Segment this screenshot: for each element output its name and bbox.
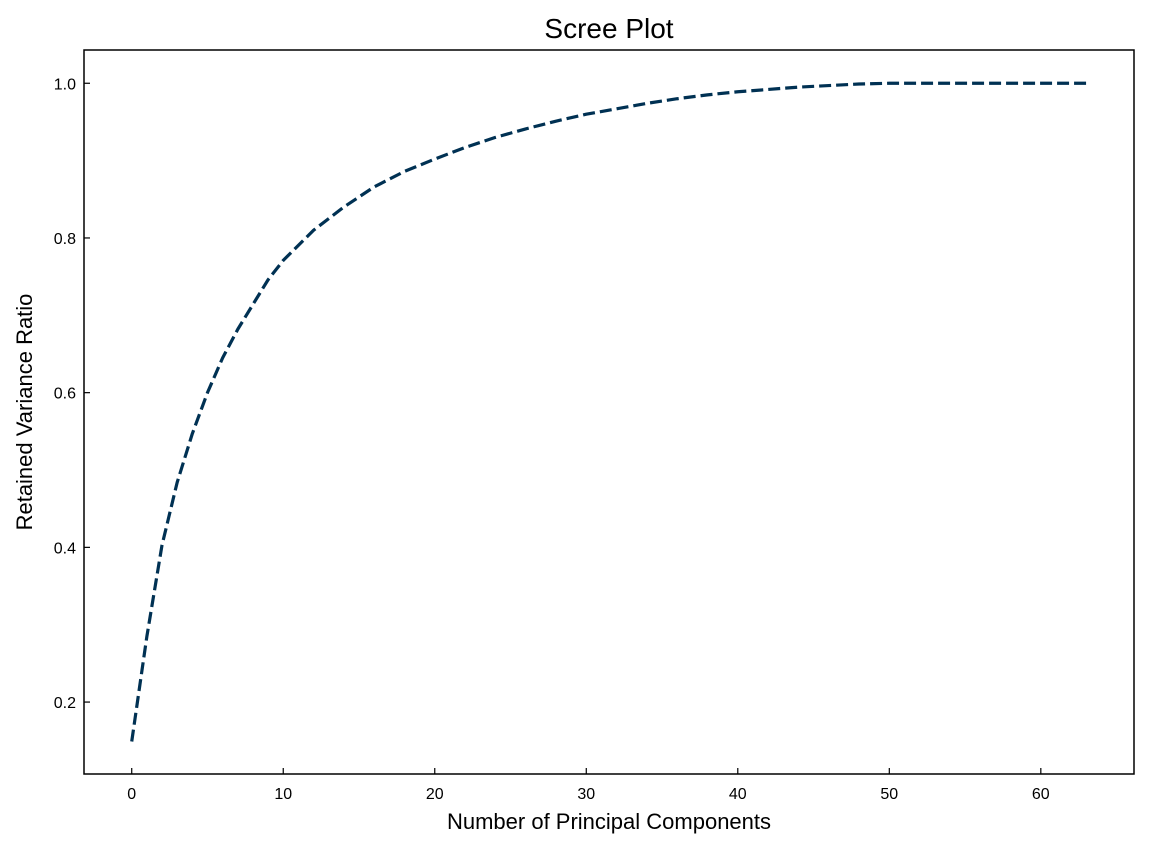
plot-area: 0 10 20 30 40 50 60 0.2 0.4 0.6 0.8 1.0 [54, 49, 1135, 803]
y-tick-label: 0.4 [54, 540, 76, 557]
x-tick-label: 20 [426, 786, 444, 803]
x-axis-ticks: 0 10 20 30 40 50 60 [127, 768, 1050, 803]
variance-line [130, 81, 1087, 742]
y-tick-label: 0.6 [54, 386, 76, 403]
y-axis-label: Retained Variance Ratio [12, 294, 37, 531]
chart-title: Scree Plot [544, 13, 673, 44]
x-tick-label: 40 [729, 786, 747, 803]
y-tick-label: 0.8 [54, 231, 76, 248]
x-tick-label: 10 [274, 786, 292, 803]
y-tick-label: 0.2 [54, 695, 76, 712]
x-tick-label: 60 [1032, 786, 1050, 803]
plot-frame [83, 49, 1135, 775]
x-tick-label: 30 [577, 786, 595, 803]
y-tick-label: 1.0 [54, 76, 76, 93]
x-axis-label: Number of Principal Components [447, 809, 771, 834]
y-axis-ticks: 0.2 0.4 0.6 0.8 1.0 [54, 76, 90, 712]
x-tick-label: 0 [127, 786, 136, 803]
series-layer [130, 81, 1087, 742]
x-tick-label: 50 [880, 786, 898, 803]
